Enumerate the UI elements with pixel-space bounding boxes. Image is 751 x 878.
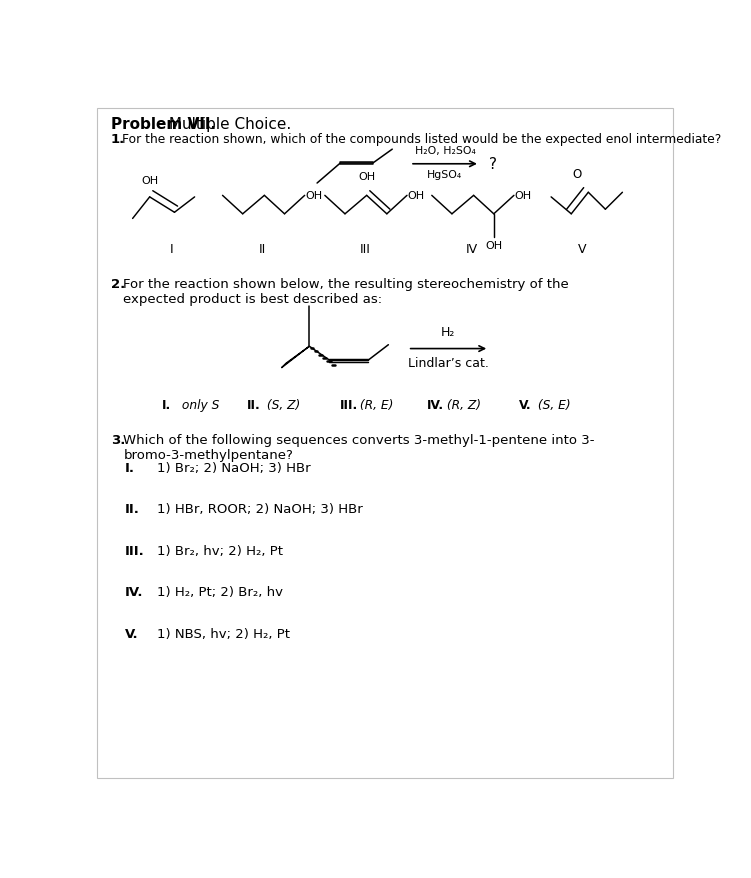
Text: Lindlar’s cat.: Lindlar’s cat. (408, 356, 489, 370)
Text: (S, E): (S, E) (534, 398, 571, 411)
Text: I: I (170, 242, 173, 255)
Text: OH: OH (141, 176, 158, 185)
Text: V: V (578, 242, 587, 255)
Text: OH: OH (306, 191, 323, 201)
Text: III: III (360, 242, 370, 255)
Text: 1.: 1. (111, 133, 125, 146)
Text: 1) NBS, hv; 2) H₂, Pt: 1) NBS, hv; 2) H₂, Pt (158, 627, 291, 640)
Text: HgSO₄: HgSO₄ (427, 170, 463, 180)
Text: For the reaction shown, which of the compounds listed would be the expected enol: For the reaction shown, which of the com… (122, 133, 721, 146)
Text: III.: III. (340, 398, 358, 411)
Text: O: O (573, 168, 582, 181)
Text: H₂O, H₂SO₄: H₂O, H₂SO₄ (415, 146, 475, 156)
Text: Multiple Choice.: Multiple Choice. (164, 117, 291, 132)
Text: only S: only S (177, 398, 219, 411)
Text: ?: ? (489, 157, 497, 172)
Text: IV.: IV. (125, 586, 143, 599)
Text: IV: IV (466, 242, 478, 255)
Text: OH: OH (408, 191, 425, 201)
Text: 1) H₂, Pt; 2) Br₂, hv: 1) H₂, Pt; 2) Br₂, hv (158, 586, 283, 599)
Text: III.: III. (125, 544, 145, 558)
Text: H₂: H₂ (442, 326, 456, 338)
Text: II.: II. (247, 398, 261, 411)
Text: Problem VII.: Problem VII. (111, 117, 216, 132)
Text: Which of the following sequences converts 3-methyl-1-pentene into 3-
bromo-3-met: Which of the following sequences convert… (123, 434, 595, 462)
Text: OH: OH (358, 172, 376, 183)
Text: V.: V. (519, 398, 531, 411)
Text: II.: II. (125, 503, 140, 515)
Text: For the reaction shown below, the resulting stereochemistry of the
expected prod: For the reaction shown below, the result… (123, 277, 569, 306)
Text: (R, E): (R, E) (356, 398, 394, 411)
FancyBboxPatch shape (97, 109, 673, 778)
Text: I.: I. (125, 461, 135, 474)
Text: OH: OH (485, 241, 502, 251)
Text: 1) Br₂, hv; 2) H₂, Pt: 1) Br₂, hv; 2) H₂, Pt (158, 544, 283, 558)
Text: I.: I. (162, 398, 171, 411)
Text: 1) HBr, ROOR; 2) NaOH; 3) HBr: 1) HBr, ROOR; 2) NaOH; 3) HBr (158, 503, 363, 515)
Text: II: II (259, 242, 267, 255)
Text: (R, Z): (R, Z) (442, 398, 481, 411)
Text: 3.: 3. (111, 434, 125, 447)
Text: (S, Z): (S, Z) (263, 398, 300, 411)
Text: 2.: 2. (111, 277, 125, 291)
Text: V.: V. (125, 627, 138, 640)
Text: OH: OH (514, 191, 532, 201)
Polygon shape (282, 347, 309, 369)
Text: 1) Br₂; 2) NaOH; 3) HBr: 1) Br₂; 2) NaOH; 3) HBr (158, 461, 311, 474)
Text: IV.: IV. (427, 398, 445, 411)
